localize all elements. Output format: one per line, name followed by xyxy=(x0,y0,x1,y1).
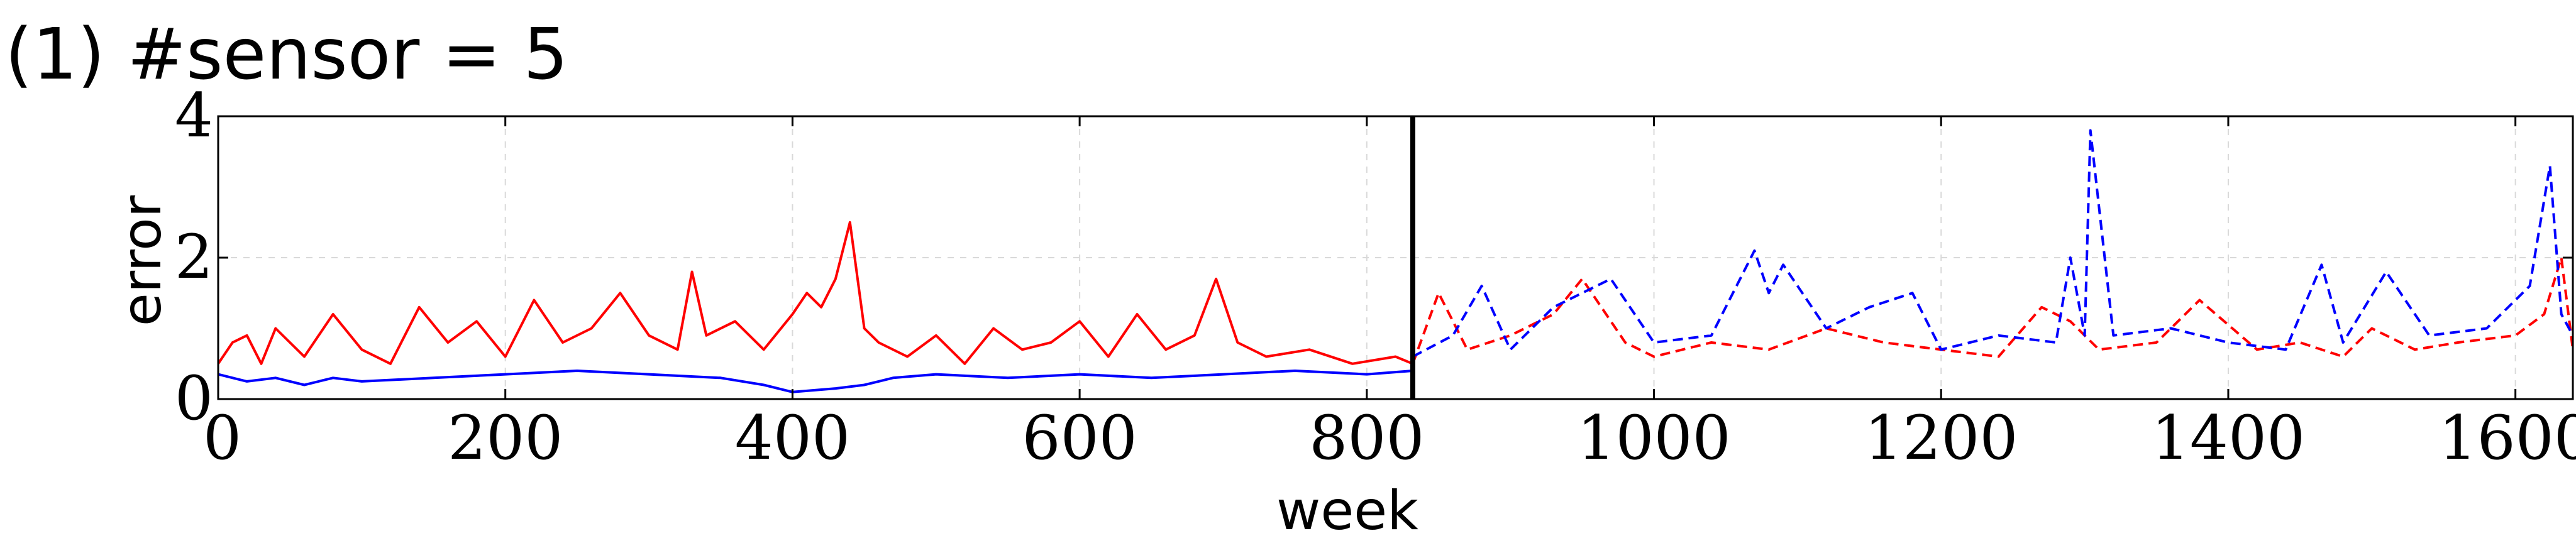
x-tick-label: 1200 xyxy=(1864,403,2018,473)
y-tick-label: 4 xyxy=(175,80,213,151)
x-axis-label: week xyxy=(1276,480,1418,542)
x-axis: 0 200 400 600 800 1000 1200 1400 1600 xyxy=(203,116,2576,473)
x-tick-label: 1000 xyxy=(1577,403,1730,473)
x-tick-label: 600 xyxy=(1022,403,1137,473)
series-line-4 xyxy=(1412,129,2574,358)
x-tick-label: 1400 xyxy=(2152,403,2305,473)
x-tick-label: 800 xyxy=(1309,403,1424,473)
x-tick-label: 0 xyxy=(203,403,241,473)
x-tick-label: 1600 xyxy=(2439,403,2576,473)
chart-title: (1) #sensor = 5 xyxy=(5,14,568,96)
y-tick-label: 0 xyxy=(175,363,213,434)
x-tick-label: 200 xyxy=(448,403,563,473)
series-line-3 xyxy=(1412,256,2574,364)
x-tick-label: 400 xyxy=(735,403,850,473)
y-tick-label: 2 xyxy=(175,222,213,292)
series-line-1 xyxy=(217,221,1413,365)
series-line-2 xyxy=(218,370,1413,393)
series-layer xyxy=(217,129,2574,393)
y-axis-label: error xyxy=(111,195,174,326)
y-axis: 0 2 4 xyxy=(175,80,2573,434)
